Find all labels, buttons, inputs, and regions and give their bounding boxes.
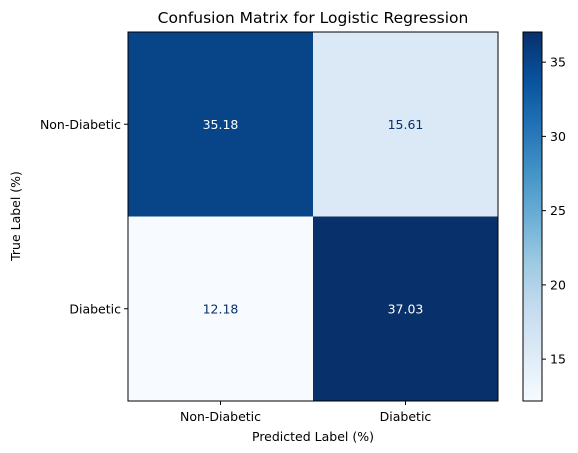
chart-title: Confusion Matrix for Logistic Regression — [158, 9, 469, 27]
cell-value-label: 37.03 — [388, 301, 424, 316]
colorbar-tick-label: 20 — [550, 277, 566, 292]
cell-value-label: 35.18 — [203, 117, 239, 132]
y-axis-ticks: Non-Diabetic Diabetic — [40, 117, 128, 316]
y-tick-label: Non-Diabetic — [40, 117, 121, 132]
x-tick-label: Diabetic — [380, 409, 432, 424]
heatmap-cell — [128, 32, 313, 217]
colorbar-tick-label: 25 — [550, 203, 566, 218]
heatmap-cell — [313, 32, 498, 217]
y-tick-label: Diabetic — [69, 301, 121, 316]
colorbar-tick-label: 35 — [550, 55, 566, 70]
heatmap-cells: 35.18 15.61 12.18 37.03 — [128, 32, 498, 401]
y-axis-label: True Label (%) — [8, 171, 23, 262]
colorbar-ticks: 15 20 25 30 35 — [542, 55, 566, 367]
x-axis-ticks: Non-Diabetic Diabetic — [180, 401, 431, 424]
colorbar-tick-label: 15 — [550, 352, 566, 367]
colorbar-tick-label: 30 — [550, 129, 566, 144]
x-tick-label: Non-Diabetic — [180, 409, 261, 424]
heatmap-cell — [313, 216, 498, 401]
x-axis-label: Predicted Label (%) — [252, 429, 374, 444]
colorbar — [522, 31, 543, 402]
plot-frame — [127, 31, 499, 402]
cell-value-label: 15.61 — [388, 117, 424, 132]
heatmap-cell — [128, 216, 313, 401]
cell-value-label: 12.18 — [203, 301, 239, 316]
